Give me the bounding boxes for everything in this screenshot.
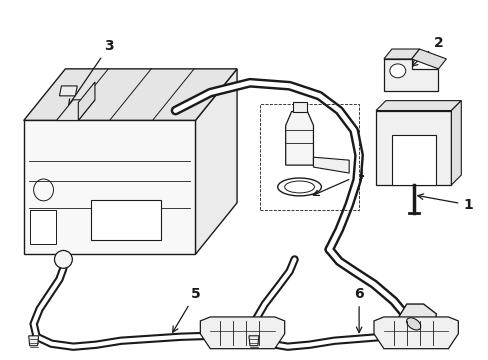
Polygon shape [411,49,446,69]
Polygon shape [375,100,460,111]
Polygon shape [313,157,348,173]
Ellipse shape [406,318,420,330]
Text: 4: 4 [313,168,363,195]
Polygon shape [24,69,237,121]
Text: 3: 3 [69,39,114,105]
Circle shape [54,251,72,268]
Polygon shape [292,102,306,112]
Polygon shape [78,82,95,121]
Polygon shape [91,200,161,239]
Polygon shape [30,210,56,244]
Polygon shape [29,336,39,346]
Text: 5: 5 [172,287,200,332]
Polygon shape [375,111,450,185]
Ellipse shape [389,64,405,78]
Polygon shape [200,317,284,349]
Polygon shape [285,112,313,165]
Polygon shape [24,121,195,255]
Polygon shape [391,135,435,185]
Polygon shape [195,69,237,255]
Polygon shape [56,100,95,121]
Text: 2: 2 [411,36,443,66]
Polygon shape [373,317,457,349]
Polygon shape [60,86,77,96]
Polygon shape [450,100,460,185]
Text: 1: 1 [417,194,472,212]
Polygon shape [383,59,438,91]
Polygon shape [248,336,258,346]
Text: 6: 6 [354,287,363,333]
Polygon shape [398,304,436,331]
Polygon shape [383,49,419,59]
